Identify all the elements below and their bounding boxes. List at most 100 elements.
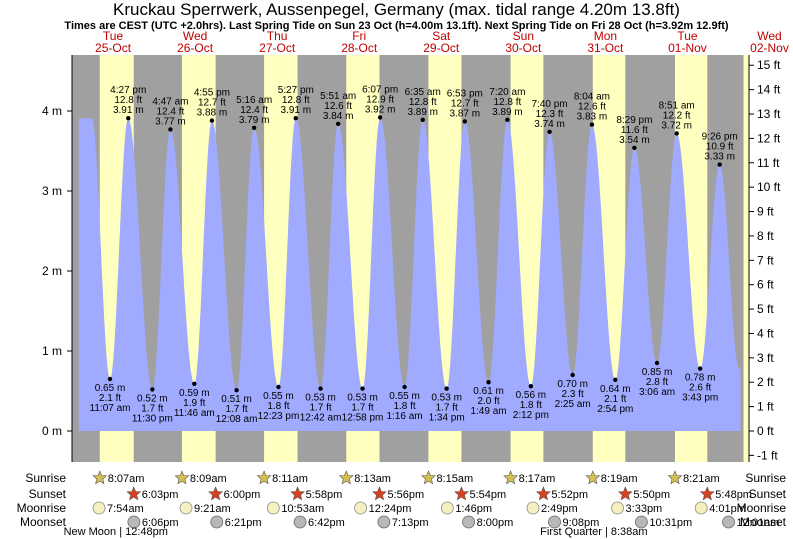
tide-time: 12:58 pm xyxy=(342,413,384,424)
tide-time: 2:54 pm xyxy=(597,404,633,415)
sunset-time: 5:48pm xyxy=(715,489,752,501)
tide-area xyxy=(78,117,741,432)
tide-time: 5:27 pm xyxy=(278,85,314,96)
y-tick-label-m: 2 m xyxy=(42,264,62,278)
tide-point xyxy=(126,116,131,121)
sunset-icon xyxy=(617,486,633,501)
tide-height-ft: 12.2 ft xyxy=(663,110,691,121)
tide-height-m: 0.78 m xyxy=(685,373,716,384)
day-name: Thu xyxy=(267,29,288,43)
axes: 0 m 1 m 2 m 3 m 4 m -1 ft 0 ft 1 ft 2 ft 3 ft 4 ft… xyxy=(42,55,781,462)
tide-height-ft: 1.7 ft xyxy=(309,403,331,414)
tide-time: 7:40 pm xyxy=(531,99,567,110)
tide-time: 3:06 am xyxy=(639,387,675,398)
tide-time: 3:43 pm xyxy=(682,393,718,404)
sunrise-time: 8:07am xyxy=(108,473,145,485)
tide-point xyxy=(276,384,281,390)
moonrise-icon xyxy=(526,501,540,515)
tide-time: 8:04 am xyxy=(574,92,610,103)
tide-height-ft: 2.6 ft xyxy=(689,383,711,394)
tide-height-ft: 12.8 ft xyxy=(409,97,437,108)
tide-point xyxy=(402,384,407,390)
chart-title: Kruckau Sperrwerk, Aussenpegel, Germany … xyxy=(113,0,680,19)
y-tick-label-ft: 8 ft xyxy=(757,229,774,243)
tide-height-ft: 10.9 ft xyxy=(706,142,734,153)
tide-time: 6:53 pm xyxy=(447,88,483,99)
moonrise-time: 2:49pm xyxy=(541,503,578,515)
day-name: Wed xyxy=(183,29,207,43)
tide-height-m: 3.83 m xyxy=(577,112,608,123)
moonset-icon xyxy=(722,515,735,529)
tide-height-ft: 2.8 ft xyxy=(646,377,668,388)
y-tick-label-ft: 4 ft xyxy=(757,326,774,340)
moonset-time: 6:42pm xyxy=(308,517,345,529)
moonrise-time: 12:24pm xyxy=(369,503,412,515)
tide-height-ft: 1.7 ft xyxy=(225,404,247,415)
tide-height-m: 0.64 m xyxy=(600,384,631,395)
tide-time: 12:23 pm xyxy=(258,411,300,422)
tide-height-ft: 12.4 ft xyxy=(156,106,184,117)
moonrise-icon xyxy=(611,501,624,515)
tide-point xyxy=(547,129,552,134)
day-date: 02-Nov xyxy=(750,41,789,55)
y-tick-label-ft: 1 ft xyxy=(757,400,774,414)
tide-point xyxy=(209,118,215,123)
day-name: Fri xyxy=(352,29,366,43)
tide-time: 6:35 am xyxy=(405,87,441,98)
tide-time: 4:27 pm xyxy=(110,85,146,96)
tide-time: 11:07 am xyxy=(90,403,131,414)
tide-time: 11:46 am xyxy=(174,408,215,419)
tide-height-m: 0.55 m xyxy=(263,391,294,402)
tide-point xyxy=(674,131,679,136)
tide-height-m: 3.33 m xyxy=(704,152,735,163)
moonrise-time: 3:33pm xyxy=(626,503,663,515)
tide-height-m: 3.77 m xyxy=(155,116,186,127)
tide-point xyxy=(589,122,595,127)
tide-height-m: 3.91 m xyxy=(113,105,144,116)
moonset-icon xyxy=(634,515,648,529)
sunrise-icon xyxy=(338,470,354,485)
tide-height-m: 3.74 m xyxy=(534,119,565,130)
sunrise-icon xyxy=(421,470,436,485)
tide-height-ft: 12.6 ft xyxy=(578,102,606,113)
tide-height-ft: 2.1 ft xyxy=(99,393,121,404)
tide-height-ft: 2.3 ft xyxy=(562,389,584,400)
y-tick-label-ft: 15 ft xyxy=(757,58,781,72)
tide-height-ft: 12.8 ft xyxy=(282,95,310,106)
tide-height-m: 0.85 m xyxy=(642,367,673,378)
y-tick-label-ft: 11 ft xyxy=(757,156,780,170)
sunrise-time: 8:17am xyxy=(519,473,556,485)
tide-height-ft: 12.7 ft xyxy=(451,98,479,109)
tide-time: 5:51 am xyxy=(320,91,356,102)
tide-height-m: 3.89 m xyxy=(407,107,438,118)
moonrise-time: 7:54am xyxy=(107,503,144,515)
sunrise-time: 8:11am xyxy=(272,473,308,485)
tide-point xyxy=(632,145,637,150)
day-name: Mon xyxy=(594,29,617,43)
tide-height-m: 3.88 m xyxy=(197,108,228,119)
moonrise-icon xyxy=(92,501,106,515)
tide-height-ft: 12.9 ft xyxy=(366,94,394,105)
tide-point xyxy=(528,384,534,389)
tide-height-ft: 2.0 ft xyxy=(477,396,499,407)
astro-row-label-right: Sunrise xyxy=(745,471,786,485)
tide-point xyxy=(168,127,173,132)
tide-height-ft: 1.8 ft xyxy=(393,401,415,412)
tide-point xyxy=(697,366,703,371)
sunrise-time: 8:19am xyxy=(601,473,638,485)
tide-height-m: 3.79 m xyxy=(239,115,270,126)
chart-subtitle: Times are CEST (UTC +2.0hrs). Last Sprin… xyxy=(64,20,729,32)
tide-point xyxy=(717,162,722,167)
day-date: 26-Oct xyxy=(177,41,214,55)
tide-point xyxy=(360,386,365,391)
day-headers: Tue25-OctWed26-OctThu27-OctFri28-OctSat2… xyxy=(95,29,789,55)
sunrise-icon xyxy=(585,470,601,485)
sunset-time: 5:50pm xyxy=(633,489,670,501)
tide-time: 11:30 pm xyxy=(132,413,173,424)
moonset-icon xyxy=(210,515,224,529)
tide-point xyxy=(107,376,113,382)
sunrise-icon xyxy=(256,470,272,485)
sunset-time: 5:56pm xyxy=(387,489,424,501)
y-tick-label-ft: 5 ft xyxy=(757,302,774,316)
